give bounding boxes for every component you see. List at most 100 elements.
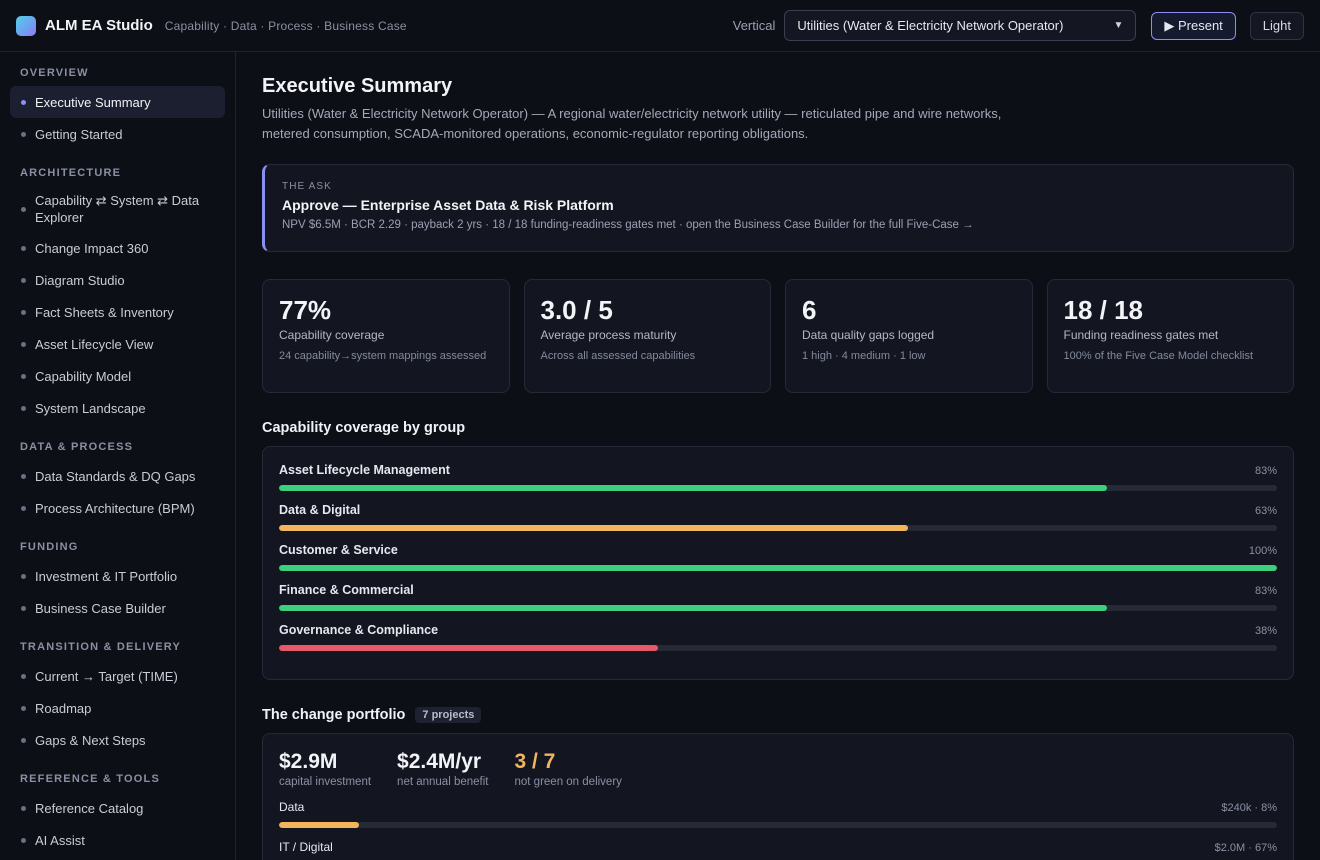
coverage-bar-track [279, 485, 1277, 491]
bullet-dot-icon [21, 505, 26, 511]
sidebar-item-label: System Landscape [35, 400, 146, 416]
sidebar-item[interactable]: Capability Model [10, 360, 225, 392]
coverage-percent: 83% [1254, 585, 1277, 597]
portfolio-category-name: IT / Digital [279, 840, 333, 854]
sidebar-section-title: ARCHITECTURE [20, 167, 122, 179]
sidebar-section-title: REFERENCE & TOOLS [20, 773, 160, 785]
coverage-bar-track [279, 645, 1277, 651]
ask-meta: NPV $6.5M · BCR 2.29 · payback 2 yrs · 1… [282, 219, 974, 231]
kpi-value: 6 [802, 295, 817, 325]
chevron-down-icon: ▼ [1113, 20, 1124, 31]
sidebar-section-title: FUNDING [20, 541, 79, 553]
portfolio-row-header: Data $240k · 8% [279, 800, 1277, 814]
coverage-bar-track [279, 525, 1277, 531]
kpi-card-dq-gaps: 6 Data quality gaps logged 1 high · 4 me… [785, 279, 1033, 393]
kpi-card-coverage: 77% Capability coverage 24 capability→sy… [262, 279, 510, 393]
sidebar-item[interactable]: Process Architecture (BPM) [10, 492, 225, 524]
sidebar-item[interactable]: Change Impact 360 [10, 232, 225, 264]
sidebar-item-label: Reference Catalog [35, 800, 144, 816]
bullet-dot-icon [21, 673, 26, 679]
sidebar-item[interactable]: Roadmap [10, 692, 225, 724]
portfolio-stat-value: 3 / 7 [514, 750, 556, 773]
sidebar-item[interactable]: Business Case Builder [10, 592, 225, 624]
portfolio-category-value: $240k · 8% [1221, 802, 1277, 814]
sidebar-item[interactable]: Getting Started [10, 118, 225, 150]
portfolio-stat: $2.9M capital investment [279, 750, 371, 788]
sidebar-item[interactable]: Fact Sheets & Inventory [10, 296, 225, 328]
bullet-dot-icon [21, 309, 26, 315]
bullet-dot-icon [21, 805, 26, 811]
portfolio-row: IT / Digital $2.0M · 67% [279, 840, 1277, 860]
coverage-group-name: Governance & Compliance [279, 623, 439, 637]
bullet-dot-icon [21, 837, 26, 843]
portfolio-row-header: IT / Digital $2.0M · 67% [279, 840, 1277, 854]
sidebar-item[interactable]: Reference Catalog [10, 792, 225, 824]
vertical-select[interactable]: Utilities (Water & Electricity Network O… [784, 10, 1137, 41]
section-spacer [10, 524, 225, 540]
sidebar-item-label: Investment & IT Portfolio [35, 568, 178, 584]
sidebar-item[interactable]: Capability ⇄ System ⇄ Data Explorer [10, 186, 225, 232]
kpi-value: 77% [279, 295, 332, 325]
bullet-dot-icon [21, 605, 26, 611]
coverage-row-header: Asset Lifecycle Management 83% [279, 463, 1277, 477]
bullet-dot-icon [21, 573, 26, 579]
coverage-percent: 38% [1254, 625, 1277, 637]
sidebar-item-label: Gaps & Next Steps [35, 732, 146, 748]
present-button[interactable]: ▶ Present [1151, 11, 1236, 40]
sidebar-item[interactable]: System Landscape [10, 392, 225, 424]
sidebar-item[interactable]: Data Standards & DQ Gaps [10, 460, 225, 492]
sidebar-item[interactable]: Investment & IT Portfolio [10, 560, 225, 592]
ask-card[interactable]: THE ASK Approve — Enterprise Asset Data … [262, 164, 1294, 252]
portfolio-bar-fill [279, 822, 359, 828]
kpi-row: 77% Capability coverage 24 capability→sy… [262, 279, 1294, 393]
sidebar: OVERVIEW Executive Summary Getting Started… [0, 52, 236, 860]
sidebar-section-title: OVERVIEW [20, 67, 89, 79]
section-spacer [10, 624, 225, 640]
bullet-dot-icon [21, 405, 26, 411]
coverage-percent: 63% [1254, 505, 1277, 517]
sidebar-item[interactable]: Executive Summary [10, 86, 225, 118]
kpi-value: 18 / 18 [1063, 295, 1144, 325]
sidebar-item[interactable]: AI Assist [10, 824, 225, 856]
kpi-note: 24 capability→system mappings assessed [279, 350, 487, 362]
app-tagline: Capability · Data · Process · Business C… [164, 18, 407, 33]
coverage-row: Customer & Service 100% [279, 543, 1277, 571]
sidebar-item[interactable]: Asset Lifecycle View [10, 328, 225, 360]
coverage-row: Data & Digital 63% [279, 503, 1277, 531]
theme-toggle-button[interactable]: Light [1249, 11, 1304, 40]
sidebar-item[interactable]: Current → Target (TIME) [10, 660, 225, 692]
bullet-dot-icon [21, 99, 26, 105]
page-subtitle: Utilities (Water & Electricity Network O… [262, 106, 1002, 141]
sidebar-item[interactable]: Diagram Studio [10, 264, 225, 296]
kpi-label: Capability coverage [279, 328, 385, 342]
coverage-row: Asset Lifecycle Management 83% [279, 463, 1277, 491]
portfolio-section-title: The change portfolio [262, 707, 406, 723]
vertical-select-value: Utilities (Water & Electricity Network O… [797, 18, 1064, 33]
coverage-group-name: Customer & Service [279, 543, 398, 557]
sidebar-section-title: TRANSITION & DELIVERY [20, 641, 182, 653]
main-content: Executive Summary Utilities (Water & Ele… [262, 52, 1294, 860]
vertical-label: Vertical [732, 18, 776, 33]
kpi-label: Data quality gaps logged [802, 328, 935, 342]
bullet-dot-icon [21, 206, 26, 212]
app-title: ALM EA Studio [45, 17, 153, 34]
sidebar-item-label: Business Case Builder [35, 600, 166, 616]
kpi-card-maturity: 3.0 / 5 Average process maturity Across … [523, 279, 771, 393]
kpi-note: 1 high · 4 medium · 1 low [802, 350, 926, 362]
kpi-label: Average process maturity [540, 328, 677, 342]
bullet-dot-icon [21, 737, 26, 743]
kpi-note: Across all assessed capabilities [540, 350, 696, 362]
sidebar-item[interactable]: Gaps & Next Steps [10, 724, 225, 756]
coverage-bar-fill [279, 525, 908, 531]
portfolio-stats: $2.9M capital investment $2.4M/yr net annua… [279, 750, 1277, 788]
sidebar-item-label: Getting Started [35, 126, 123, 142]
coverage-bar-fill [279, 605, 1108, 611]
coverage-bar-fill [279, 565, 1277, 571]
section-spacer [10, 424, 225, 440]
bullet-dot-icon [21, 705, 26, 711]
kpi-value: 3.0 / 5 [540, 295, 613, 325]
kpi-note: 100% of the Five Case Model checklist [1063, 350, 1254, 362]
portfolio-rows: Data $240k · 8% IT / Digital $2.0M · 67% [279, 800, 1277, 860]
section-spacer [10, 150, 225, 166]
section-spacer [10, 756, 225, 772]
